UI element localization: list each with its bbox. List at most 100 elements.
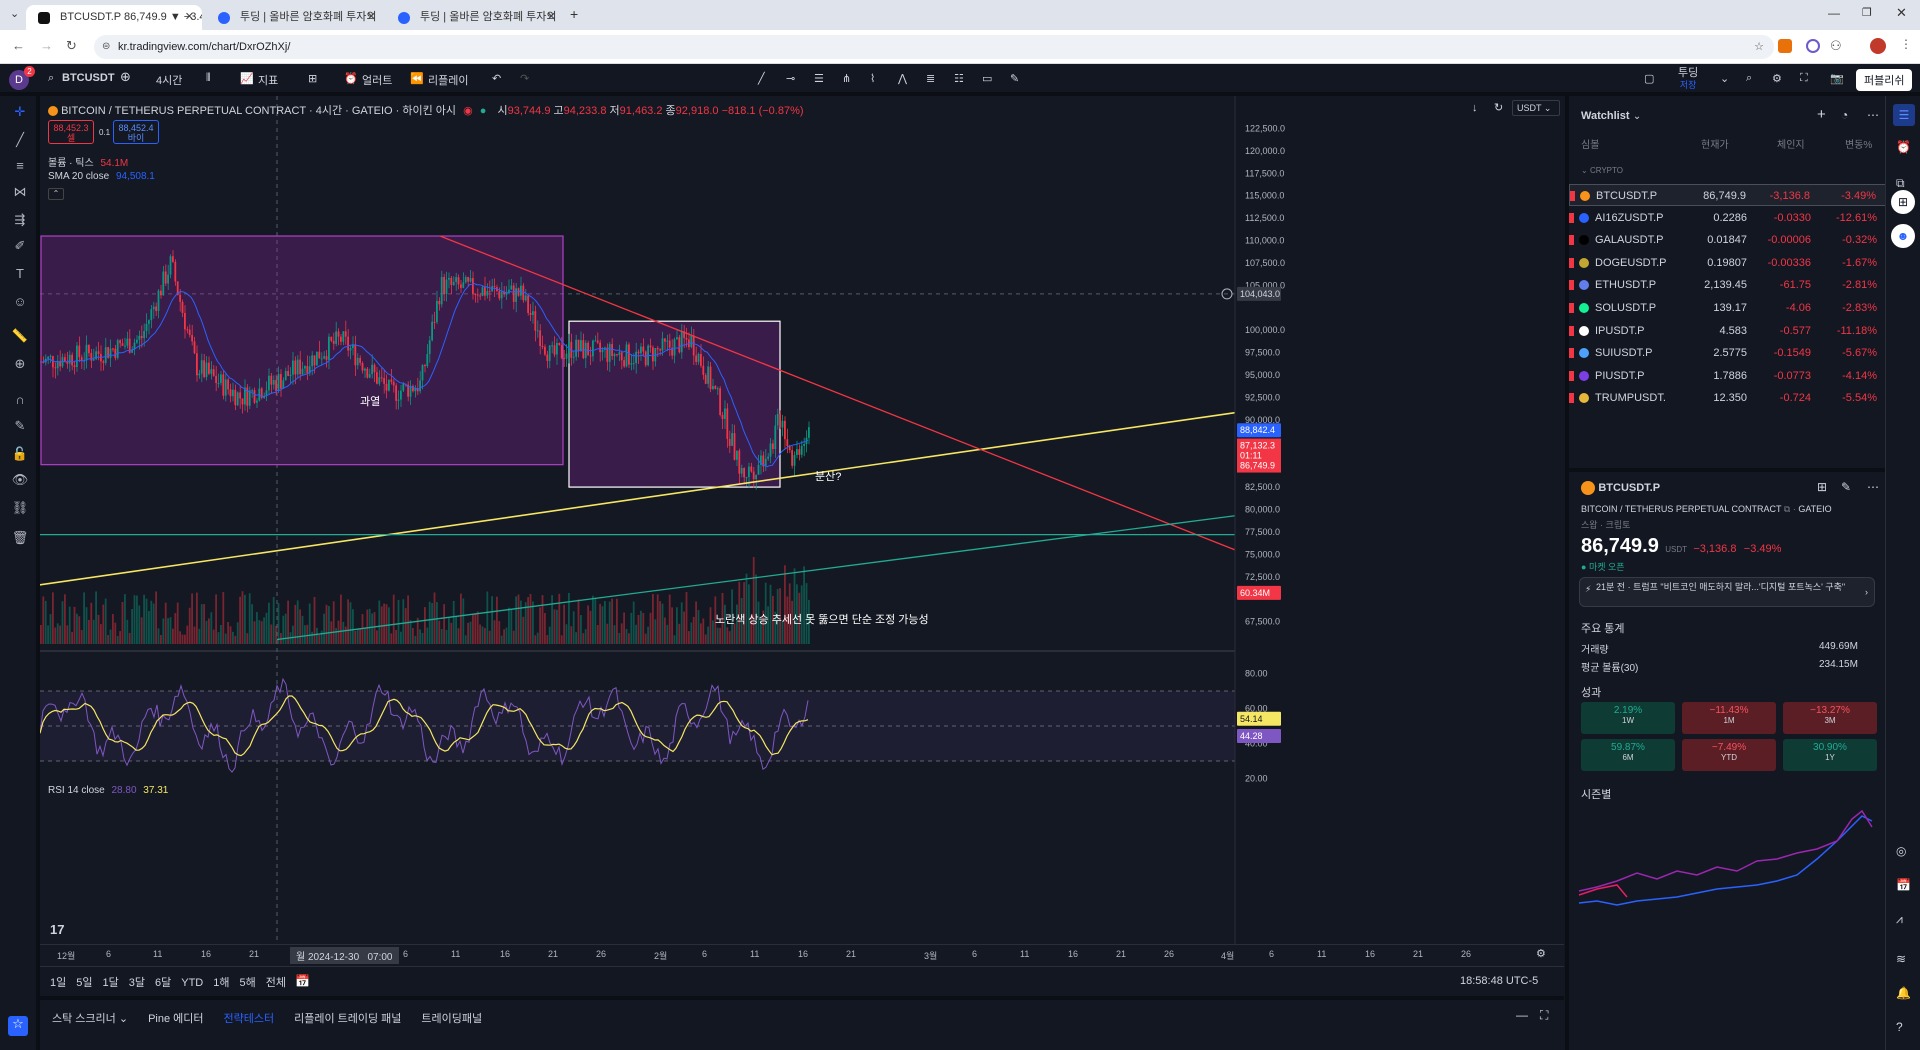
more-options-icon[interactable]: ⋯ (1867, 108, 1879, 122)
external-link-icon[interactable]: ⧉ · (1783, 504, 1799, 514)
timeframe-button[interactable]: 1해 (213, 977, 230, 989)
performance-tile[interactable]: 2.19% 1W (1581, 702, 1675, 734)
timeframe-button[interactable]: 1일 (50, 977, 67, 989)
performance-tile[interactable]: 59.87% 6M (1581, 739, 1675, 771)
pattern-icon[interactable]: ⋈ (13, 184, 27, 199)
indicators-button[interactable]: 지표 (258, 75, 279, 87)
flag-marker[interactable] (1569, 235, 1574, 246)
watchlist-row[interactable]: IPUSDT.P 4.583 -0.577 -11.18% (1569, 320, 1889, 342)
sell-button[interactable]: 88,452.3 셀 (48, 120, 94, 144)
projection-icon[interactable]: ⇶ (14, 212, 26, 227)
minimize-window-icon[interactable]: — (1828, 6, 1840, 20)
chart-pane[interactable]: 122,500.0 120,000.0 117,500.0 115,000.0 112,… (40, 96, 1564, 966)
timeframe-button[interactable]: 전체 (265, 977, 286, 989)
symbol-search-button[interactable]: BTCUSDT (62, 72, 115, 84)
alert-icon[interactable]: ⏰ (344, 73, 358, 85)
watchlist-row[interactable]: AI16ZUSDT.P 0.2286 -0.0330 -12.61% (1569, 207, 1889, 229)
rectangle-tool-icon[interactable]: ▭ (982, 73, 993, 85)
undo-icon[interactable]: ↶ (492, 73, 502, 85)
buy-button[interactable]: 88,452.4 바이 (113, 120, 159, 144)
performance-tile[interactable]: −7.49% YTD (1682, 739, 1776, 771)
extension-icon[interactable] (1806, 39, 1820, 53)
trendline-tool-icon[interactable]: ╱ (758, 73, 765, 85)
panel-divider[interactable] (1569, 468, 1889, 472)
col-price[interactable]: 현재가 (1701, 140, 1729, 151)
notifications-icon[interactable]: 🔔 (1896, 986, 1911, 1000)
quick-search-icon[interactable]: ⌕ (1746, 72, 1753, 84)
fib-icon[interactable]: ≡ (16, 158, 24, 173)
performance-tile[interactable]: −13.27% 3M (1783, 702, 1877, 734)
auto-scale-icon[interactable]: ⚙ (1536, 948, 1546, 960)
trading-button[interactable]: 투딩 저장 (1678, 67, 1698, 91)
collapse-legend-icon[interactable]: ⌃ (48, 188, 64, 200)
trend-note[interactable]: 노란색 상승 추세선 못 뚫으면 단순 조정 가능성 (715, 614, 929, 626)
compare-symbol-icon[interactable]: ⊕ (120, 69, 131, 84)
save-dropdown-icon[interactable]: ⌄ (1720, 73, 1730, 85)
watchlist-row[interactable]: PIUSDT.P 1.7886 -0.0773 -4.14% (1569, 365, 1889, 387)
elliott-wave-icon[interactable]: ⌇ (870, 73, 876, 85)
replay-button[interactable]: 리플레이 (428, 75, 469, 87)
fib-tool-icon[interactable]: ≣ (926, 73, 936, 85)
advanced-view-icon[interactable]: ◔ (1841, 108, 1849, 122)
rsi-legend[interactable]: RSI 14 close 28.80 37.31 (48, 785, 168, 796)
alerts-clock-icon[interactable]: ⏰ (1896, 140, 1911, 154)
scroll-down-icon[interactable]: ↓ (1472, 102, 1478, 114)
browser-tab-active[interactable]: BTCUSDT.P 86,749.9 ▼ −3.49% ✕ (26, 5, 202, 30)
timeframe-button[interactable]: 6달 (155, 977, 172, 989)
clock-label[interactable]: 18:58:48 UTC-5 (1460, 975, 1539, 987)
brush-tool-icon[interactable]: ✎ (1010, 73, 1020, 85)
bookmark-star-icon[interactable]: ☆ (1754, 41, 1764, 53)
flag-marker[interactable] (1569, 212, 1574, 223)
back-icon[interactable]: ← (12, 38, 25, 53)
add-symbol-icon[interactable]: + (1817, 106, 1826, 123)
icons-tool-icon[interactable]: ☺ (13, 294, 27, 309)
magnet-icon[interactable]: ∩ (15, 392, 25, 407)
col-change[interactable]: 체인지 (1777, 140, 1805, 151)
forward-icon[interactable]: → (40, 38, 53, 53)
trash-icon[interactable]: 🗑 (11, 530, 29, 545)
flag-marker[interactable] (1569, 303, 1574, 313)
col-change-pct[interactable]: 변동% (1845, 140, 1873, 151)
chevron-down-icon[interactable]: ⌄ (1632, 111, 1642, 122)
legend-title[interactable]: BITCOIN / TETHERUS PERPETUAL CONTRACT · … (61, 105, 457, 117)
panel-tab[interactable]: 트레이딩패널 (421, 1013, 483, 1025)
browser-tab[interactable]: 투딩 | 올바른 암호화폐 투자의 ✕ (386, 5, 564, 30)
watchlist-row[interactable]: TRUMPUSDT. 12.350 -0.724 -5.54% (1569, 387, 1889, 409)
text-icon[interactable]: T (16, 266, 24, 281)
timeframe-button[interactable]: YTD (181, 977, 204, 989)
extension-icon[interactable]: ⚇ (1830, 38, 1842, 53)
ideas-icon[interactable]: ☻ (1891, 224, 1915, 248)
profile-avatar[interactable] (1870, 38, 1886, 54)
stream-icon[interactable]: ≋ (1896, 952, 1907, 966)
panel-tab[interactable]: Pine 에디터 (148, 1013, 204, 1025)
pitchfork-icon[interactable]: ⋔ (842, 73, 852, 85)
refresh-icon[interactable]: ↻ (1494, 102, 1504, 114)
currency-select[interactable]: USDT ⌄ (1512, 100, 1560, 116)
watchlist-row[interactable]: SUIUSDT.P 2.5775 -0.1549 -5.67% (1569, 342, 1889, 364)
watchlist-group[interactable]: ⌄ CRYPTO (1581, 166, 1623, 175)
user-avatar[interactable]: D (9, 70, 29, 90)
timeframe-button[interactable]: 3달 (128, 977, 145, 989)
fullscreen-icon[interactable]: ⛶ (1800, 72, 1808, 84)
hide-drawings-icon[interactable]: 👁 (11, 472, 29, 487)
extension-icon[interactable] (1778, 39, 1792, 53)
flag-marker[interactable] (1569, 393, 1574, 404)
details-name[interactable]: BITCOIN / TETHERUS PERPETUAL CONTRACT (1581, 504, 1782, 514)
crosshair-icon[interactable]: ✛ (14, 104, 26, 119)
pine-icon[interactable]: ⩘ (1896, 912, 1903, 926)
flag-marker[interactable] (1569, 280, 1574, 291)
flag-marker[interactable] (1569, 325, 1574, 336)
sma-legend[interactable]: SMA 20 close 94,508.1 (48, 171, 155, 182)
price-chart[interactable]: 122,500.0 120,000.0 117,500.0 115,000.0 112,… (40, 96, 1564, 966)
chat-icon[interactable]: ⊞ (1891, 190, 1915, 214)
parallel-channel-icon[interactable]: ☰ (814, 73, 824, 85)
box-label-distribution[interactable]: 분산? (815, 471, 842, 483)
tab-list-chevron-icon[interactable]: ⌄ (10, 8, 20, 20)
performance-tile[interactable]: 30.90% 1Y (1783, 739, 1877, 771)
site-info-icon[interactable]: ⊜ (102, 41, 111, 52)
gann-tool-icon[interactable]: ☷ (954, 73, 964, 85)
col-symbol[interactable]: 심볼 (1581, 140, 1600, 151)
close-tab-icon[interactable]: ✕ (546, 11, 556, 23)
settings-icon[interactable]: ⚙ (1772, 73, 1782, 85)
restore-window-icon[interactable]: ❐ (1862, 7, 1872, 19)
